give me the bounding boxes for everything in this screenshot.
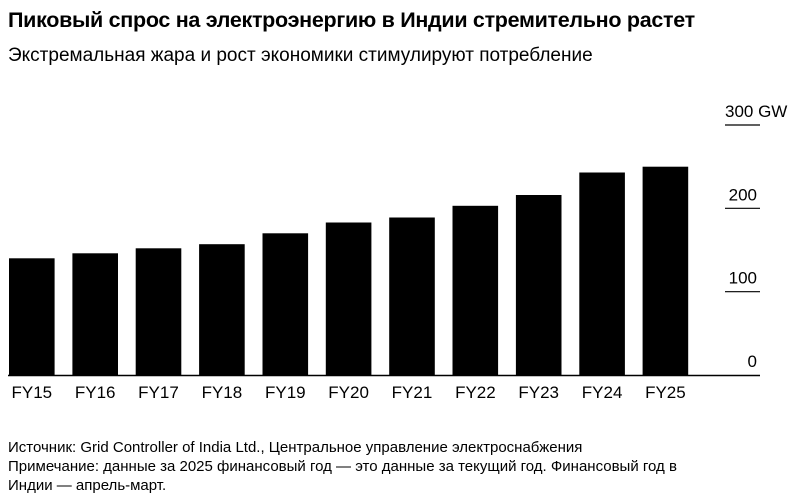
bar-fy24: [579, 172, 625, 375]
x-tick-label: FY19: [265, 383, 306, 402]
y-tick-label: 0: [748, 352, 757, 371]
bar-fy16: [72, 253, 118, 375]
bar-fy21: [389, 217, 435, 375]
bar-fy20: [325, 222, 372, 375]
chart-subtitle: Экстремальная жара и рост экономики стим…: [8, 45, 593, 66]
x-tick-label: FY18: [202, 383, 243, 402]
x-tick-label: FY23: [518, 383, 559, 402]
x-tick-label: FY20: [328, 383, 369, 402]
y-tick-label: 100: [729, 269, 757, 288]
bar-fy23: [515, 195, 562, 375]
bars-group: [9, 166, 689, 375]
bar-fy19: [262, 233, 309, 375]
x-tick-label: FY25: [645, 383, 686, 402]
x-tick-label: FY15: [11, 383, 52, 402]
bar-fy18: [199, 244, 245, 375]
bar-fy17: [135, 248, 182, 375]
x-tick-label: FY21: [392, 383, 433, 402]
footnote: Источник: Grid Controller of India Ltd.,…: [8, 438, 788, 495]
note-text-line1: Примечание: данные за 2025 финансовый го…: [8, 458, 677, 475]
x-tick-label: FY17: [138, 383, 179, 402]
x-tick-label: FY16: [75, 383, 116, 402]
bar-fy25: [642, 166, 689, 375]
x-tick-label: FY24: [582, 383, 623, 402]
bar-fy22: [452, 205, 499, 375]
y-axis: 0 100 200 300 GW: [725, 102, 787, 371]
y-tick-label: 200: [729, 185, 757, 204]
source-text: Источник: Grid Controller of India Ltd.,…: [8, 439, 583, 456]
note-text-line2: Индии — апрель-март.: [8, 477, 167, 494]
y-tick-label: 300 GW: [725, 102, 787, 121]
x-axis: FY15 FY16 FY17 FY18 FY19 FY20 FY21 FY22 FY23 FY24…: [8, 374, 760, 402]
bar-fy15: [9, 258, 55, 375]
x-tick-label: FY22: [455, 383, 496, 402]
chart-title: Пиковый спрос на электроэнергию в Индии …: [8, 8, 695, 32]
